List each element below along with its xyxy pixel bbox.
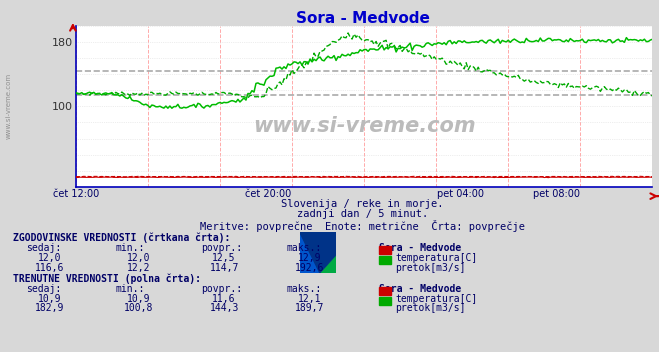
Text: 144,3: 144,3 bbox=[210, 303, 239, 313]
Text: povpr.:: povpr.: bbox=[201, 284, 242, 294]
Text: sedaj:: sedaj: bbox=[26, 243, 61, 253]
Text: 12,9: 12,9 bbox=[298, 253, 322, 263]
Text: min.:: min.: bbox=[115, 243, 145, 253]
Text: 116,6: 116,6 bbox=[35, 263, 64, 272]
Text: 10,9: 10,9 bbox=[38, 294, 61, 303]
Text: povpr.:: povpr.: bbox=[201, 243, 242, 253]
Text: maks.:: maks.: bbox=[287, 284, 322, 294]
Text: TRENUTNE VREDNOSTI (polna črta):: TRENUTNE VREDNOSTI (polna črta): bbox=[13, 273, 201, 284]
Text: 11,6: 11,6 bbox=[212, 294, 236, 303]
Text: 189,7: 189,7 bbox=[295, 303, 324, 313]
Text: www.si-vreme.com: www.si-vreme.com bbox=[5, 73, 12, 139]
Text: Sora - Medvode: Sora - Medvode bbox=[379, 284, 461, 294]
Text: ZGODOVINSKE VREDNOSTI (črtkana črta):: ZGODOVINSKE VREDNOSTI (črtkana črta): bbox=[13, 232, 231, 243]
Text: 12,5: 12,5 bbox=[212, 253, 236, 263]
Text: 100,8: 100,8 bbox=[124, 303, 153, 313]
Polygon shape bbox=[300, 232, 320, 273]
Text: temperatura[C]: temperatura[C] bbox=[395, 294, 478, 303]
Text: 114,7: 114,7 bbox=[210, 263, 239, 272]
Text: www.si-vreme.com: www.si-vreme.com bbox=[253, 116, 475, 136]
Polygon shape bbox=[320, 254, 336, 273]
Text: temperatura[C]: temperatura[C] bbox=[395, 253, 478, 263]
Text: 10,9: 10,9 bbox=[127, 294, 150, 303]
Text: 12,0: 12,0 bbox=[38, 253, 61, 263]
Text: 12,2: 12,2 bbox=[127, 263, 150, 272]
Text: Sora - Medvode: Sora - Medvode bbox=[379, 243, 461, 253]
Text: sedaj:: sedaj: bbox=[26, 284, 61, 294]
Text: zadnji dan / 5 minut.: zadnji dan / 5 minut. bbox=[297, 209, 428, 219]
Text: min.:: min.: bbox=[115, 284, 145, 294]
Text: maks.:: maks.: bbox=[287, 243, 322, 253]
Text: Sora - Medvode: Sora - Medvode bbox=[295, 11, 430, 26]
Text: 182,9: 182,9 bbox=[35, 303, 64, 313]
Polygon shape bbox=[300, 232, 336, 273]
Text: pretok[m3/s]: pretok[m3/s] bbox=[395, 263, 466, 272]
Text: pretok[m3/s]: pretok[m3/s] bbox=[395, 303, 466, 313]
Text: Slovenija / reke in morje.: Slovenija / reke in morje. bbox=[281, 199, 444, 209]
Text: 192,6: 192,6 bbox=[295, 263, 324, 272]
Text: 12,0: 12,0 bbox=[127, 253, 150, 263]
Text: 12,1: 12,1 bbox=[298, 294, 322, 303]
Text: Meritve: povprečne  Enote: metrične  Črta: povprečje: Meritve: povprečne Enote: metrične Črta:… bbox=[200, 220, 525, 232]
